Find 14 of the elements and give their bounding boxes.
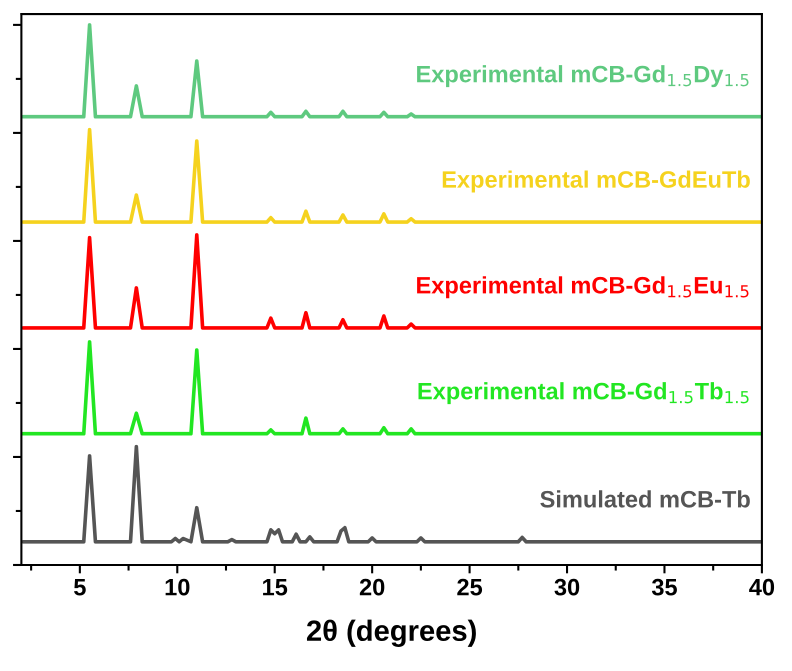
series-label: Simulated mCB-Tb [540, 490, 750, 508]
x-tick-label: 25 [457, 578, 482, 596]
series-label: Experimental mCB-GdEuTb [442, 170, 750, 193]
series-label: Experimental mCB-Gd$_{1.5}$Eu$_{1.5}$ [417, 276, 749, 298]
x-tick-label: 40 [749, 578, 774, 596]
x-tick-label: 30 [554, 578, 580, 596]
series-label: Experimental mCB-Gd$_{1.5}$Dy$_{1.5}$ [417, 65, 749, 88]
x-tick-label: 5 [74, 579, 86, 596]
x-tick-label: 10 [166, 578, 190, 596]
x-tick-label: 15 [263, 579, 288, 596]
series-label: Experimental mCB-Gd$_{1.5}$Tb$_{1.5}$ [418, 382, 749, 404]
x-tick-label: 35 [652, 578, 677, 596]
x-tick-label: 20 [360, 578, 384, 596]
x-axis-title: 2θ (degrees) [306, 620, 476, 647]
